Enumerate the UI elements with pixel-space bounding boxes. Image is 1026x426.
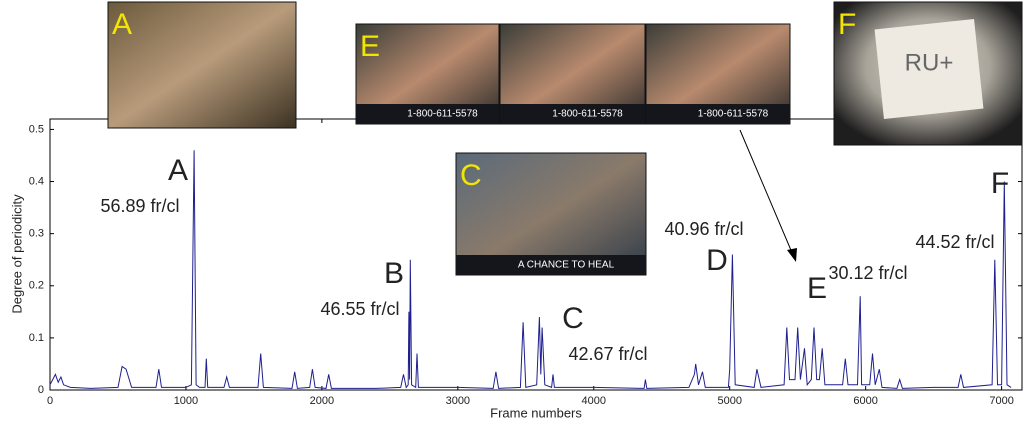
figure: Degree of periodicity Frame numbers 0 100… [0, 0, 1026, 426]
peak-letter: F [991, 167, 1009, 200]
thumbnail-label: F [838, 8, 856, 41]
thumbnail-caption: A CHANCE TO HEAL [518, 260, 615, 271]
peak-rate: 56.89 fr/cl [100, 196, 179, 216]
peak-rate: 40.96 fr/cl [664, 219, 743, 239]
peak-rate: 42.67 fr/cl [568, 344, 647, 364]
x-tick-label: 1000 [174, 395, 198, 407]
thumbnail [108, 2, 296, 128]
thumbnail-caption: 1-800-611-5578 [407, 109, 478, 120]
y-tick-label: 0.2 [29, 280, 44, 292]
thumbnail-label: E [360, 30, 380, 63]
x-tick-label: 4000 [582, 395, 606, 407]
x-tick-label: 6000 [853, 395, 877, 407]
thumbnail-caption: RU+ [905, 49, 954, 76]
peak-letter: E [807, 272, 827, 305]
peak-letter: A [168, 154, 188, 187]
thumbnail-label: A [112, 8, 132, 41]
peak-rate: 44.52 fr/cl [915, 232, 994, 252]
x-tick-label: 0 [47, 395, 53, 407]
y-tick-label: 0.1 [29, 332, 44, 344]
y-axis-label: Degree of periodicity [9, 194, 24, 314]
arrow-head [787, 248, 797, 262]
y-tick-label: 0.5 [29, 123, 44, 135]
peak-letter: B [384, 257, 404, 290]
x-tick-label: 3000 [446, 395, 470, 407]
thumbnail-caption: 1-800-611-5578 [552, 109, 623, 120]
x-tick-label: 5000 [717, 395, 741, 407]
thumbnail-caption: 1-800-611-5578 [698, 109, 769, 120]
arrow-line [740, 130, 793, 255]
y-tick-label: 0.3 [29, 228, 44, 240]
peak-letter: D [706, 244, 728, 277]
y-tick-label: 0 [38, 384, 44, 396]
x-tick-label: 7000 [989, 395, 1013, 407]
peak-letter: C [562, 302, 584, 335]
thumbnail-label: C [460, 159, 482, 192]
peak-rate: 46.55 fr/cl [320, 299, 399, 319]
x-tick-label: 2000 [310, 395, 334, 407]
x-axis-label: Frame numbers [490, 405, 582, 420]
y-tick-label: 0.4 [29, 175, 44, 187]
peak-rate: 30.12 fr/cl [828, 263, 907, 283]
